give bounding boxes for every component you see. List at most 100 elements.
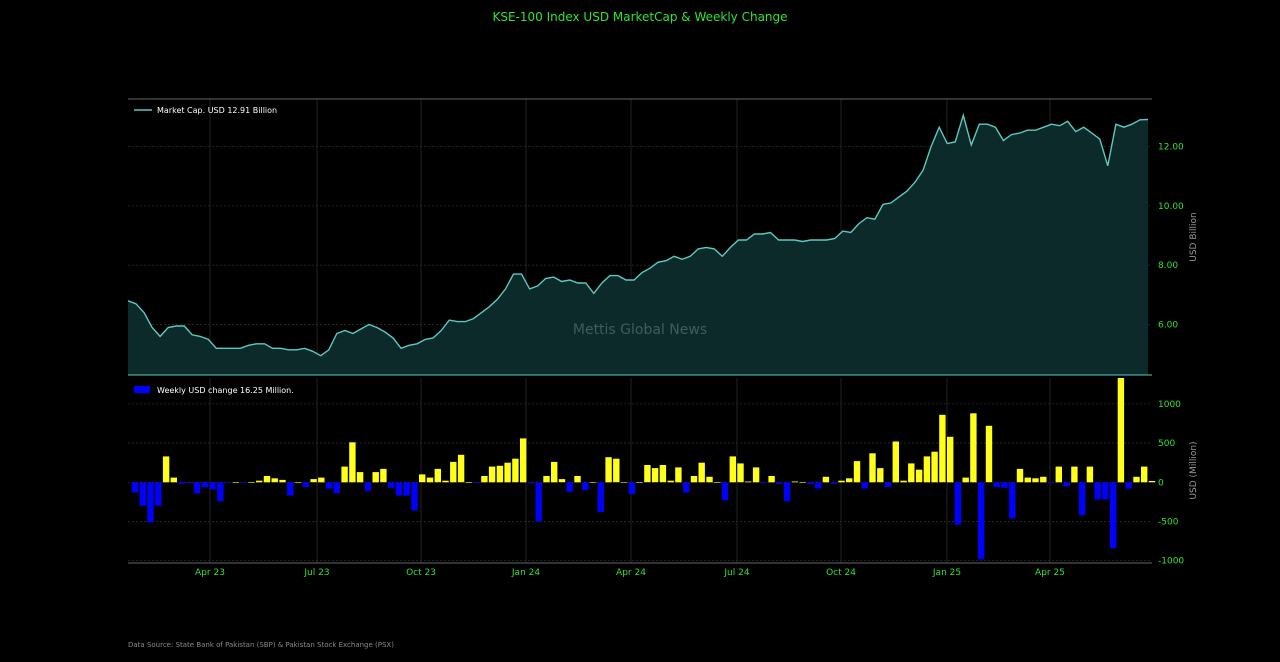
weekly-change-bar	[939, 414, 946, 483]
weekly-change-bar	[807, 482, 814, 484]
x-tick-label: Oct 24	[826, 568, 856, 578]
weekly-change-bar	[364, 482, 372, 491]
weekly-change-bar	[644, 465, 651, 483]
weekly-change-bar	[675, 467, 682, 483]
x-tick-label: Apr 25	[1035, 568, 1065, 578]
weekly-change-bar	[908, 463, 915, 483]
y-tick-label-top: 6.00	[1158, 321, 1178, 331]
weekly-change-bar	[178, 482, 185, 484]
weekly-change-bar	[1141, 466, 1148, 483]
y-axis-label-top: USD Billion	[1189, 212, 1199, 261]
weekly-change-bar	[318, 477, 325, 483]
weekly-change-bar	[551, 461, 558, 483]
legend-label-bottom: Weekly USD change 16.25 Million.	[157, 386, 294, 395]
weekly-change-bar	[706, 476, 713, 483]
weekly-change-bar	[1001, 482, 1008, 488]
y-tick-label-bottom: -1000	[1158, 557, 1184, 567]
weekly-change-bar	[256, 480, 263, 483]
chart-title: KSE-100 Index USD MarketCap & Weekly Cha…	[492, 10, 788, 24]
weekly-change-bar	[520, 438, 527, 483]
weekly-change-bar	[388, 482, 395, 488]
weekly-change-bar	[442, 480, 449, 483]
weekly-change-bar	[985, 425, 993, 483]
x-tick-label: Apr 24	[616, 568, 646, 578]
weekly-change-bar	[488, 466, 496, 483]
weekly-change-bar	[1102, 482, 1109, 500]
weekly-change-bar	[411, 482, 418, 511]
weekly-change-bar	[791, 481, 799, 483]
weekly-change-bar	[605, 457, 612, 483]
weekly-change-bar	[372, 472, 379, 483]
weekly-change-bar	[815, 482, 822, 489]
weekly-change-bar	[356, 472, 364, 483]
weekly-change-bar	[527, 482, 535, 484]
y-tick-label-top: 8.00	[1158, 261, 1178, 271]
weekly-change-bar	[248, 482, 255, 483]
weekly-change-bar	[395, 482, 403, 496]
weekly-change-bar	[473, 482, 480, 484]
weekly-change-bar	[752, 467, 760, 483]
weekly-change-bar	[993, 482, 1000, 487]
weekly-change-bar	[1016, 468, 1024, 483]
weekly-change-bar	[170, 477, 177, 483]
market-cap-area	[128, 115, 1148, 376]
weekly-change-bar	[589, 482, 597, 483]
weekly-change-bar	[147, 482, 154, 523]
weekly-change-bar	[1040, 476, 1047, 483]
weekly-change-bar	[931, 451, 938, 483]
weekly-change-bar	[333, 482, 340, 494]
weekly-change-bar	[877, 468, 884, 483]
weekly-change-bar	[1071, 466, 1078, 483]
weekly-change-bar	[667, 480, 674, 483]
weekly-change-bar	[900, 480, 907, 483]
weekly-change-bar	[1094, 482, 1101, 500]
weekly-change-bar	[302, 482, 309, 487]
weekly-change-bar	[659, 465, 667, 483]
y-tick-label-bottom: 1000	[1158, 400, 1181, 410]
weekly-change-bar	[1063, 482, 1070, 487]
weekly-change-bar	[139, 482, 146, 506]
weekly-change-bar	[1024, 477, 1031, 483]
weekly-change-bar	[729, 456, 736, 483]
weekly-change-bar	[923, 456, 931, 483]
weekly-change-bar	[465, 482, 472, 483]
legend-bar-swatch	[134, 386, 150, 393]
weekly-change-bar	[566, 482, 573, 492]
x-tick-label: Jan 25	[932, 568, 961, 578]
weekly-change-bar	[737, 463, 744, 483]
watermark: Mettis Global News	[573, 322, 707, 338]
legend-label-top: Market Cap. USD 12.91 Billion	[157, 106, 277, 115]
weekly-change-bar	[962, 477, 969, 483]
x-tick-label: Apr 23	[195, 568, 225, 578]
weekly-change-bar	[954, 482, 962, 525]
weekly-change-bar	[1009, 482, 1016, 519]
weekly-change-bar	[1110, 482, 1117, 549]
weekly-change-bar	[884, 482, 892, 487]
weekly-change-bar	[760, 482, 767, 484]
weekly-change-bar	[822, 476, 830, 483]
weekly-change-bar	[271, 478, 278, 483]
weekly-change-bar	[869, 453, 876, 483]
weekly-change-bar	[582, 482, 589, 491]
x-tick-label: Jul 24	[723, 568, 749, 578]
weekly-change-bar	[162, 456, 170, 483]
weekly-change-bar	[783, 482, 791, 502]
weekly-change-bar	[558, 479, 566, 483]
weekly-change-bar	[915, 469, 923, 483]
weekly-change-bar	[1125, 482, 1132, 489]
weekly-change-bar	[613, 458, 620, 483]
y-tick-label-bottom: -500	[1158, 517, 1179, 527]
weekly-change-bar	[1047, 482, 1055, 484]
weekly-change-bar	[504, 462, 511, 483]
weekly-change-bar	[279, 479, 286, 483]
weekly-change-bar	[325, 482, 333, 489]
weekly-change-bar	[861, 482, 868, 489]
y-tick-label-bottom: 0	[1158, 478, 1164, 488]
weekly-change-bar	[698, 462, 705, 483]
weekly-change-bar	[830, 482, 837, 484]
weekly-change-bar	[201, 482, 209, 487]
weekly-change-bar	[768, 476, 775, 483]
weekly-change-bar	[217, 482, 224, 502]
weekly-change-bar	[892, 441, 899, 483]
x-tick-label: Jan 24	[511, 568, 540, 578]
